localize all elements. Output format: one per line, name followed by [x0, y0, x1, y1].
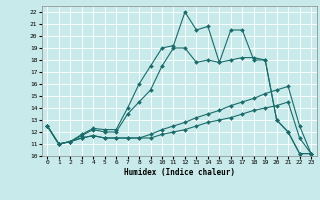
- X-axis label: Humidex (Indice chaleur): Humidex (Indice chaleur): [124, 168, 235, 177]
